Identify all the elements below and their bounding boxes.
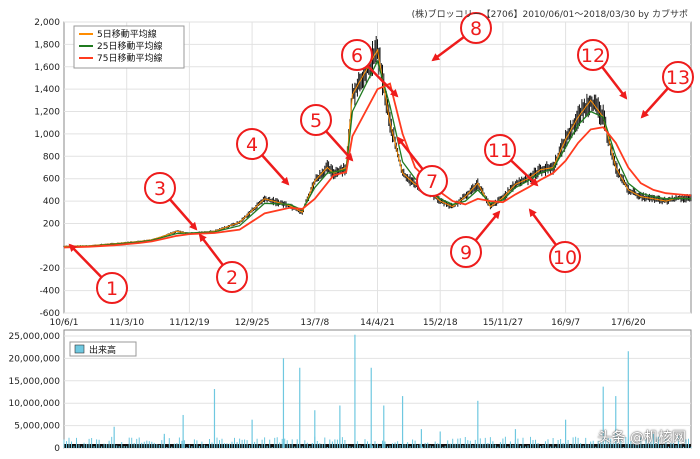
annotation-5-label: 5 [310,110,322,132]
y-tick-label: 600 [43,175,60,185]
annotation-1-circle [96,272,128,304]
y-tick-label: 400 [43,197,60,207]
annotation-10-circle [549,241,581,273]
y-tick-label: -200 [40,264,61,274]
annotation-4-circle [236,128,268,160]
annotation-11-circle [484,134,516,166]
volume-tick-label: 10,000,000 [8,399,60,409]
x-tick-label: 12/9/25 [235,318,270,328]
x-tick-label: 13/7/8 [300,318,329,328]
annotation-5-circle [300,104,332,136]
y-tick-label: 2,000 [34,18,60,28]
legend-label-2: 25日移動平均線 [97,40,162,52]
annotation-6-label: 6 [351,45,363,67]
y-tick-label: -600 [40,309,61,319]
annotation-11-label: 11 [488,140,512,162]
price-panel: 2,000 1,800 1,600 1,400 1,200 1,000 800 600 400 2… [34,18,692,328]
annotation-2-label: 2 [226,267,238,289]
volume-tick-label: 15,000,000 [8,377,60,387]
annotation-13-circle [662,61,694,93]
watermark: 头条 @机核网 [597,430,686,446]
volume-plot-area [63,329,692,449]
volume-bars [63,436,692,448]
annotation-6-circle [341,39,373,71]
x-tick-label: 17/6/20 [611,318,646,328]
annotation-8-label: 8 [470,18,482,40]
x-tick-label: 11/12/19 [169,318,210,328]
annotation-3-label: 3 [154,178,166,200]
y-tick-label: 1,600 [34,63,60,73]
volume-legend [69,341,137,357]
annotation-1-label: 1 [106,278,118,300]
y-tick-label: 1,800 [34,40,60,50]
annotation-4-label: 4 [246,134,258,156]
annotation-9-label: 9 [460,242,472,264]
y-tick-label: 1,000 [34,130,60,140]
volume-tick-label: 5,000,000 [14,422,60,432]
x-tick-label: 15/11/27 [483,318,523,328]
annotation-12-circle [577,39,609,71]
y-tick-label: 800 [43,152,60,162]
annotation-3-circle [144,172,176,204]
x-tick-label: 16/9/7 [551,318,580,328]
annotation-13-label: 13 [666,67,690,89]
x-tick-label: 10/6/1 [50,318,79,328]
x-tick-label: 15/2/18 [423,318,458,328]
volume-tick-label: 20,000,000 [8,354,60,364]
annotation-9-circle [450,236,482,268]
annotation-10-label: 10 [553,247,577,269]
legend-label-3: 75日移動平均線 [97,52,162,64]
y-tick-label: 1,400 [34,85,60,95]
y-tick-label: -400 [40,287,61,297]
volume-panel: 25,000,000 20,000,000 15,000,000 10,000,000… [8,329,692,454]
annotation-12-label: 12 [581,45,605,67]
annotation-7-label: 7 [426,171,438,193]
x-tick-label: 14/4/21 [360,318,395,328]
legend-label-1: 5日移動平均線 [97,28,157,40]
annotation-8-circle [460,12,492,44]
volume-tick-label: 25,000,000 [8,332,60,342]
y-tick-label: 1,200 [34,108,60,118]
x-tick-label: 11/3/10 [109,318,144,328]
annotation-7-circle [416,165,448,197]
annotation-2-circle [216,261,248,293]
y-tick-label: 200 [43,219,60,229]
volume-legend-swatch [74,344,85,354]
volume-tick-label: 0 [54,444,60,454]
volume-legend-label: 出来高 [89,344,116,356]
chart-caption: (株)ブロッコリー【2706】2010/06/01～2018/03/30 by … [411,10,688,20]
